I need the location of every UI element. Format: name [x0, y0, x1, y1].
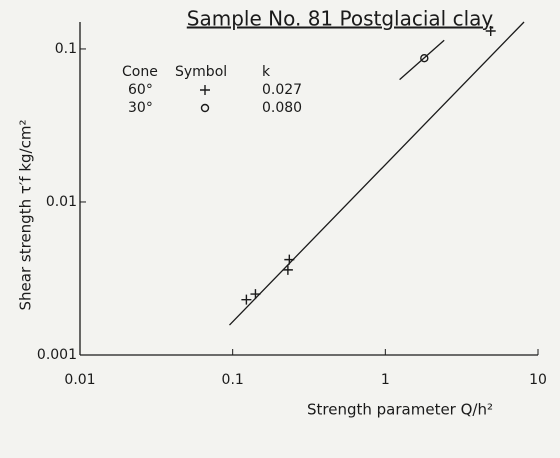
legend-k: 0.080: [262, 100, 302, 116]
chart-title: Sample No. 81 Postglacial clay: [187, 7, 494, 31]
legend-label: 60°: [128, 82, 153, 98]
x-tick-label: 0.01: [64, 372, 95, 388]
cross-marker: [241, 294, 252, 305]
legend-header: Cone: [122, 64, 158, 80]
legend-k: 0.027: [262, 82, 302, 98]
legend-header: Symbol: [175, 64, 227, 80]
circle-marker: [420, 54, 429, 63]
legend-header: k: [262, 64, 271, 80]
legend-marker: [200, 103, 210, 113]
legend-marker: [200, 85, 210, 95]
x-axis-label: Strength parameter Q/h²: [307, 401, 493, 419]
cross-marker: [250, 289, 261, 300]
y-tick-label: 0.01: [46, 194, 77, 210]
cross-marker: [284, 254, 295, 265]
x-tick-label: 0.1: [222, 372, 244, 388]
x-tick-label: 1: [381, 372, 390, 388]
cross-marker: [282, 264, 293, 275]
x-tick-label: 10: [529, 372, 547, 388]
fit-line: [229, 21, 525, 326]
y-tick-label: 0.1: [55, 41, 77, 57]
legend-label: 30°: [128, 100, 153, 116]
y-tick-label: 0.001: [37, 347, 77, 363]
y-axis-label: Shear strength τ′f kg/cm²: [17, 120, 35, 311]
cross-marker: [485, 26, 496, 37]
